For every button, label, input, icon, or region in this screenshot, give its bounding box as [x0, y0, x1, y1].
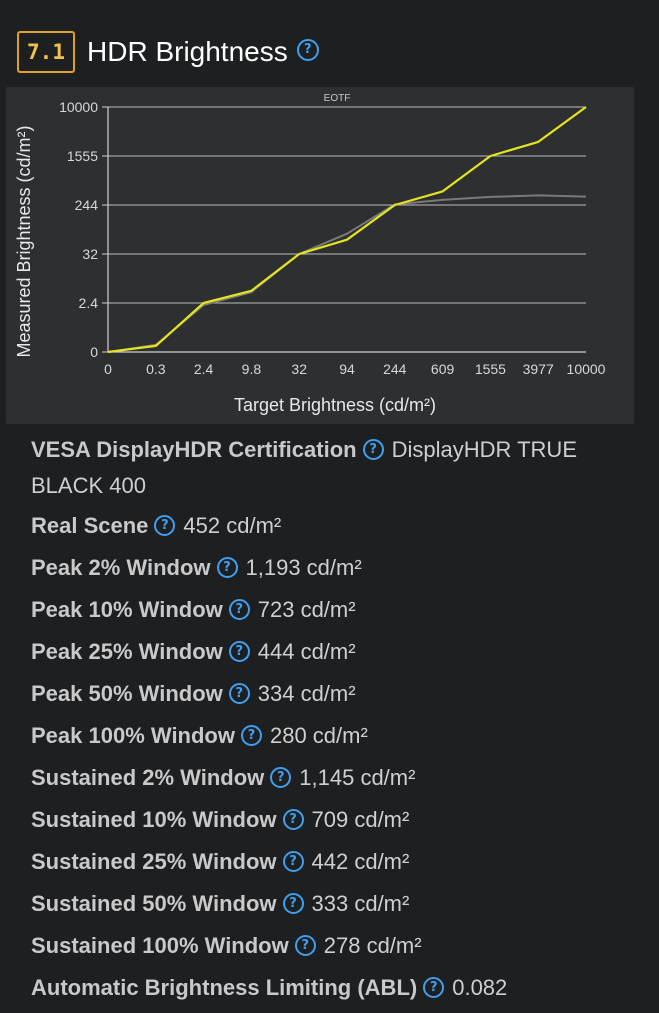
help-icon[interactable]: ?	[154, 514, 176, 536]
x-tick-label: 9.8	[242, 361, 262, 377]
spec-label: Peak 2% Window	[31, 555, 211, 580]
spec-row-real-scene: Real Scene? 452 cd/m²	[31, 508, 631, 544]
x-tick-label: 10000	[567, 361, 606, 377]
help-icon[interactable]: ?	[282, 850, 304, 872]
help-icon[interactable]: ?	[362, 438, 384, 460]
spec-label: Real Scene	[31, 513, 149, 538]
spec-value: 0.082	[452, 975, 508, 1000]
spec-label: Peak 50% Window	[31, 681, 223, 706]
spec-list: VESA DisplayHDR Certification? DisplayHDR…	[31, 432, 631, 1012]
spec-label: Automatic Brightness Limiting (ABL)	[31, 975, 418, 1000]
spec-value: 334 cd/m²	[257, 681, 356, 706]
help-icon[interactable]: ?	[296, 39, 319, 61]
spec-value: 333 cd/m²	[311, 891, 410, 916]
spec-row-sustained-100: Sustained 100% Window? 278 cd/m²	[31, 928, 631, 964]
y-tick-label: 1555	[67, 148, 98, 164]
x-tick-label: 1555	[475, 361, 506, 377]
spec-label: Sustained 50% Window	[31, 891, 277, 916]
spec-row-sustained-2: Sustained 2% Window? 1,145 cd/m²	[31, 760, 631, 796]
spec-row-sustained-50: Sustained 50% Window? 333 cd/m²	[31, 886, 631, 922]
spec-label: VESA DisplayHDR Certification	[31, 437, 357, 462]
x-tick-label: 94	[339, 361, 355, 377]
spec-row-peak-100: Peak 100% Window? 280 cd/m²	[31, 718, 631, 754]
spec-label: Sustained 10% Window	[31, 807, 277, 832]
spec-value: 444 cd/m²	[257, 639, 356, 664]
y-tick-label: 2.4	[79, 295, 99, 311]
spec-label: Peak 25% Window	[31, 639, 223, 664]
spec-value: 1,145 cd/m²	[299, 765, 416, 790]
x-tick-label: 0.3	[146, 361, 166, 377]
help-icon[interactable]: ?	[423, 976, 445, 998]
spec-label: Peak 100% Window	[31, 723, 235, 748]
spec-row-peak-25: Peak 25% Window? 444 cd/m²	[31, 634, 631, 670]
help-icon[interactable]: ?	[216, 556, 238, 578]
help-icon[interactable]: ?	[240, 724, 262, 746]
help-icon[interactable]: ?	[282, 892, 304, 914]
spec-row-abl: Automatic Brightness Limiting (ABL)? 0.08…	[31, 970, 631, 1006]
x-tick-label: 2.4	[194, 361, 214, 377]
help-icon[interactable]: ?	[270, 766, 292, 788]
spec-value: 280 cd/m²	[269, 723, 368, 748]
spec-row-peak-50: Peak 50% Window? 334 cd/m²	[31, 676, 631, 712]
x-tick-label: 609	[431, 361, 455, 377]
spec-value: 723 cd/m²	[257, 597, 356, 622]
x-tick-label: 3977	[523, 361, 554, 377]
help-icon[interactable]: ?	[228, 682, 250, 704]
spec-row-sustained-25: Sustained 25% Window? 442 cd/m²	[31, 844, 631, 880]
plot-area	[108, 107, 586, 352]
spec-value: 1,193 cd/m²	[245, 555, 362, 580]
y-tick-label: 10000	[59, 99, 98, 115]
help-icon[interactable]: ?	[228, 640, 250, 662]
spec-label: Peak 10% Window	[31, 597, 223, 622]
spec-row-peak-10: Peak 10% Window? 723 cd/m²	[31, 592, 631, 628]
help-icon[interactable]: ?	[228, 598, 250, 620]
spec-label: Sustained 2% Window	[31, 765, 265, 790]
help-icon[interactable]: ?	[294, 934, 316, 956]
x-axis-title: Target Brightness (cd/m²)	[234, 395, 436, 415]
target-series-line	[107, 106, 587, 354]
section-header: 7.1 HDR Brightness ?	[17, 30, 319, 74]
x-tick-label: 244	[383, 361, 407, 377]
y-tick-label: 32	[82, 246, 98, 262]
y-tick-label: 244	[75, 197, 99, 213]
spec-label: Sustained 25% Window	[31, 849, 277, 874]
eotf-chart: 0 2.4 32 244 1555 10000 0 0.3 2.4 9.8 32 94 244 609 15…	[6, 87, 634, 424]
section-number-badge: 7.1	[17, 31, 75, 73]
x-tick-label: 32	[291, 361, 307, 377]
spec-label: Sustained 100% Window	[31, 933, 289, 958]
help-icon[interactable]: ?	[282, 808, 304, 830]
y-axis-title: Measured Brightness (cd/m²)	[14, 125, 34, 357]
y-tick-label: 0	[90, 344, 98, 360]
spec-value: 278 cd/m²	[323, 933, 422, 958]
chart-title: EOTF	[324, 93, 351, 104]
spec-value: 709 cd/m²	[311, 807, 410, 832]
spec-row-vesa: VESA DisplayHDR Certification? DisplayHDR…	[31, 432, 631, 504]
spec-row-sustained-10: Sustained 10% Window? 709 cd/m²	[31, 802, 631, 838]
eotf-chart-svg: 0 2.4 32 244 1555 10000 0 0.3 2.4 9.8 32 94 244 609 15…	[14, 93, 606, 415]
spec-row-peak-2: Peak 2% Window? 1,193 cd/m²	[31, 550, 631, 586]
spec-value: DisplayHDR TRUE BLACK 400	[31, 437, 577, 498]
x-tick-label: 0	[104, 361, 112, 377]
section-title: HDR Brightness	[87, 36, 288, 67]
spec-value: 452 cd/m²	[183, 513, 282, 538]
spec-value: 442 cd/m²	[311, 849, 410, 874]
